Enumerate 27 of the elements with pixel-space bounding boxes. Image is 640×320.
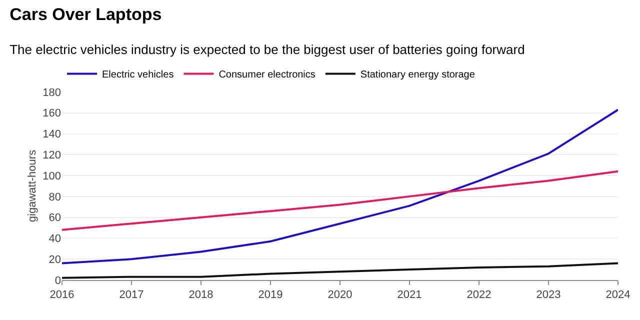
y-tick-label: 160: [42, 108, 61, 120]
x-tick-label: 2023: [536, 289, 561, 302]
x-tick-label: 2021: [397, 289, 422, 302]
y-tick-label: 120: [42, 150, 61, 162]
chart-title: Cars Over Laptops: [10, 4, 162, 24]
legend-label: Stationary energy storage: [360, 70, 476, 81]
y-tick-label: 40: [48, 233, 61, 246]
y-tick-label: 80: [48, 191, 61, 204]
x-tick-label: 2018: [188, 289, 214, 302]
legend-label: Electric vehicles: [102, 70, 174, 81]
y-tick-label: 0: [54, 274, 61, 287]
y-tick-label: 180: [42, 86, 61, 99]
y-tick-label: 20: [48, 254, 61, 266]
x-tick-label: 2016: [50, 289, 74, 302]
y-tick-label: 60: [48, 212, 61, 224]
legend-label: Consumer electronics: [218, 70, 316, 81]
x-tick-label: 2022: [466, 289, 492, 302]
y-tick-label: 140: [42, 128, 61, 141]
line-series: [62, 170, 618, 231]
y-tick-label: 100: [42, 170, 61, 182]
x-tick-label: 2024: [606, 289, 630, 302]
x-tick-label: 2019: [258, 289, 283, 302]
x-tick-label: 2017: [119, 289, 144, 302]
line-series: [62, 108, 618, 264]
y-axis-title: gigawatt-hours: [26, 149, 38, 222]
x-tick-label: 2020: [328, 289, 352, 302]
chart-subtitle: The electric vehicles industry is expected to be the biggest user of batteries going forward: [10, 42, 525, 57]
